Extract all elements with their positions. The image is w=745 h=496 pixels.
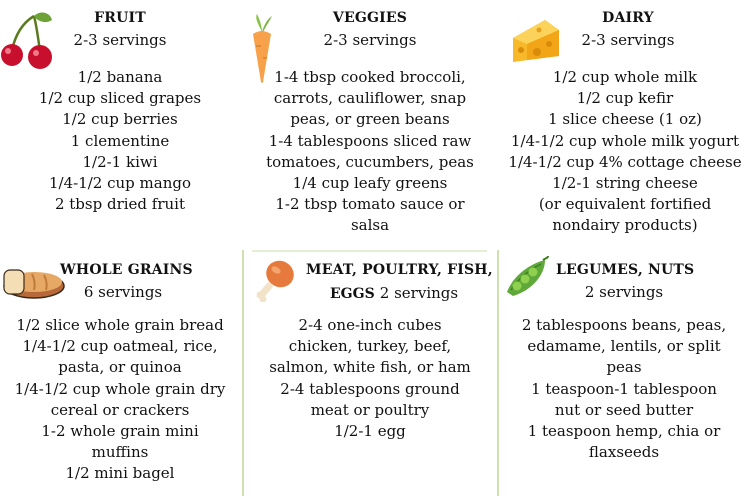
whole-grains-list: 1/2 slice whole grain bread 1/4-1/2 cup … xyxy=(0,315,240,485)
fruit-list: 1/2 banana 1/2 cup sliced grapes 1/2 cup… xyxy=(0,67,240,215)
divider-vertical-right xyxy=(497,250,499,496)
list-item: meat or poultry xyxy=(310,400,430,419)
list-item: 1/2 banana xyxy=(77,68,163,86)
carrot-icon xyxy=(247,14,277,84)
list-item: 1-2 whole grain mini xyxy=(41,422,199,441)
list-item: nut or seed butter xyxy=(554,400,694,419)
list-item: pasta, or quinoa xyxy=(58,358,182,377)
bread-icon xyxy=(2,264,66,300)
list-item: nondairy products) xyxy=(552,216,698,235)
list-item: salmon, white fish, or ham xyxy=(269,358,471,377)
list-item: 1 teaspoon hemp, chia or xyxy=(527,422,721,441)
list-item: 1/2 slice whole grain bread xyxy=(16,316,224,334)
list-item: 1 slice cheese (1 oz) xyxy=(548,110,702,129)
cheese-icon xyxy=(511,16,561,64)
veggies-list: 1-4 tbsp cooked broccoli, carrots, cauli… xyxy=(248,67,492,237)
list-item: chicken, turkey, beef, xyxy=(288,337,452,356)
list-item: 1 clementine xyxy=(70,131,170,150)
list-item: flaxseeds xyxy=(588,443,660,462)
list-item: 1/4-1/2 cup whole grain dry xyxy=(14,379,226,398)
list-item: edamame, lentils, or split xyxy=(527,337,721,356)
list-item: 1/4-1/2 cup mango xyxy=(48,174,191,193)
list-item: 1-4 tbsp cooked broccoli, xyxy=(274,68,466,86)
drumstick-icon xyxy=(254,258,296,303)
list-item: cereal or crackers xyxy=(50,400,190,419)
list-item: tomatoes, cucumbers, peas xyxy=(266,152,474,171)
list-item: 1/2-1 egg xyxy=(334,422,406,441)
legumes-list: 2 tablespoons beans, peas, edamame, lent… xyxy=(500,315,745,463)
list-item: 1/4-1/2 cup 4% cottage cheese xyxy=(508,152,742,171)
whole-grains-title: WHOLE GRAINS xyxy=(60,262,193,278)
list-item: muffins xyxy=(91,443,149,462)
list-item: 1 teaspoon-1 tablespoon xyxy=(531,379,717,398)
list-item: 1-2 tbsp tomato sauce or xyxy=(275,195,465,214)
dairy-list: 1/2 cup whole milk 1/2 cup kefir 1 slice… xyxy=(500,67,745,237)
list-item: 2 tablespoons beans, peas, xyxy=(521,316,727,334)
list-item: peas xyxy=(606,358,642,377)
meat-title-line2-row: EGGS 2 servings xyxy=(330,282,458,305)
veggies-title: VEGGIES xyxy=(332,10,408,26)
list-item: 1/2 cup sliced grapes xyxy=(38,89,202,108)
dairy-servings: 2-3 servings xyxy=(581,31,675,49)
list-item: 1/2 cup kefir xyxy=(576,89,674,108)
veggies-servings: 2-3 servings xyxy=(323,31,417,49)
dairy-title: DAIRY xyxy=(602,10,654,26)
list-item: 1/4-1/2 cup whole milk yogurt xyxy=(510,131,740,150)
whole-grains-servings: 6 servings xyxy=(83,283,163,301)
meat-servings: 2 servings xyxy=(379,284,459,302)
meat-title-line1: MEAT, POULTRY, FISH, xyxy=(306,262,493,278)
meat-list: 2-4 one-inch cubes chicken, turkey, beef… xyxy=(248,315,492,442)
list-item: 1-4 tablespoons sliced raw xyxy=(268,131,472,150)
list-item: 1/4 cup leafy greens xyxy=(292,174,448,193)
list-item: peas, or green beans xyxy=(290,110,450,129)
cherries-icon xyxy=(0,10,58,72)
list-item: 1/2 cup whole milk xyxy=(552,68,698,86)
peapod-icon xyxy=(503,255,549,302)
divider-horizontal-mid xyxy=(252,250,487,252)
list-item: salsa xyxy=(350,216,390,235)
list-item: 1/2 mini bagel xyxy=(65,464,175,483)
legumes-servings: 2 servings xyxy=(584,283,664,301)
list-item: 2-4 tablespoons ground xyxy=(280,379,460,398)
list-item: 1/2 cup berries xyxy=(62,110,178,129)
list-item: 1/4-1/2 cup oatmeal, rice, xyxy=(22,337,218,356)
list-item: 1/2-1 string cheese xyxy=(552,174,698,193)
divider-vertical-left xyxy=(242,250,244,496)
list-item: 2-4 one-inch cubes xyxy=(298,316,442,334)
meat-title-line2: EGGS xyxy=(330,286,375,302)
list-item: 1/2-1 kiwi xyxy=(82,152,158,171)
legumes-title: LEGUMES, NUTS xyxy=(556,262,695,278)
fruit-servings: 2-3 servings xyxy=(73,31,167,49)
fruit-title: FRUIT xyxy=(94,10,146,26)
list-item: carrots, cauliflower, snap xyxy=(273,89,467,108)
list-item: (or equivalent fortified xyxy=(538,195,712,214)
list-item: 2 tbsp dried fruit xyxy=(54,195,186,214)
